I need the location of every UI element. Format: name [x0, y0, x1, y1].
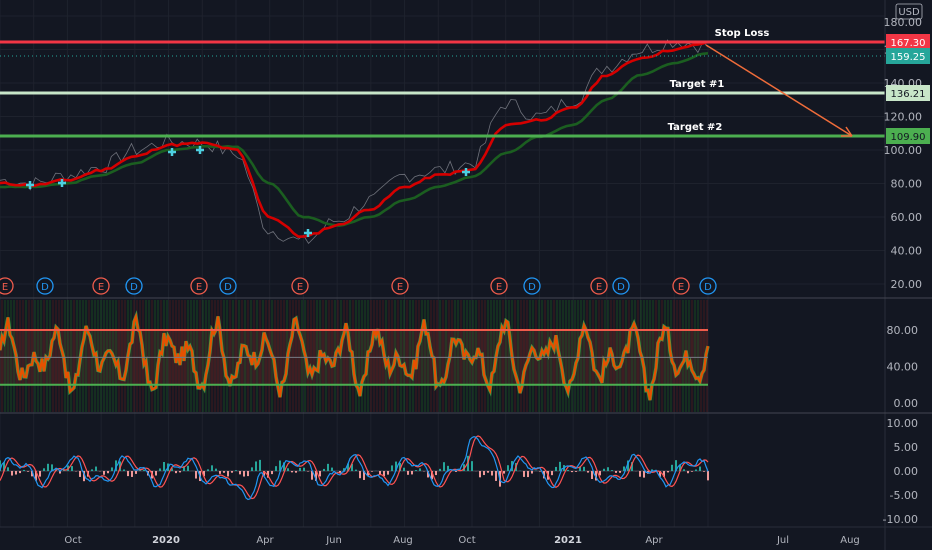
- price-tag-box[interactable]: [886, 85, 930, 101]
- forecast-arrowhead: [841, 126, 853, 137]
- currency-label: USD: [898, 7, 920, 18]
- earnings-marker-label: E: [98, 282, 104, 293]
- earnings-marker-label: E: [596, 282, 602, 293]
- dividend-marker-label: D: [41, 282, 49, 293]
- price-candles-series: [0, 39, 709, 245]
- price-pane[interactable]: Stop Loss Target #1 Target #2 E D E D E D E E E D E D E…: [0, 0, 885, 527]
- macd-axis-tick: 5.00: [894, 441, 919, 454]
- time-axis-tick: Apr: [256, 535, 274, 546]
- dividend-marker-label: D: [528, 282, 536, 293]
- price-tag-value: 159.25: [891, 52, 926, 63]
- stochastic-axis-tick: 80.00: [887, 324, 919, 337]
- dividend-marker[interactable]: [36, 277, 54, 295]
- crossover-marker: [196, 146, 204, 154]
- stochastic-pane[interactable]: [0, 300, 710, 412]
- dividend-marker[interactable]: [523, 277, 541, 295]
- time-axis-tick: Jun: [325, 535, 342, 546]
- level-label-2: Target #1: [670, 79, 725, 90]
- dividend-marker[interactable]: [699, 277, 717, 295]
- crossover-marker: [462, 168, 470, 176]
- earnings-marker[interactable]: [190, 277, 208, 295]
- slow-moving-average-line: [0, 52, 709, 228]
- price-axis-tick: 80.00: [891, 178, 923, 191]
- level-label-3: Target #2: [668, 122, 723, 133]
- price-tag-value: 167.30: [891, 38, 926, 49]
- price-tag-value: 136.21: [891, 89, 926, 100]
- earnings-marker[interactable]: [291, 277, 309, 295]
- earnings-marker-label: E: [397, 282, 403, 293]
- price-tag-box[interactable]: [886, 128, 930, 144]
- price-axis-tick: 120.00: [884, 111, 923, 124]
- macd-axis-tick: 10.00: [887, 417, 919, 430]
- time-axis-tick: Jul: [776, 535, 789, 546]
- price-tag-box[interactable]: [886, 34, 930, 50]
- earnings-marker-label: E: [496, 282, 502, 293]
- dividend-marker[interactable]: [612, 277, 630, 295]
- fast-moving-average-line: [0, 40, 709, 239]
- price-tag-value: 109.90: [891, 132, 926, 143]
- earnings-marker[interactable]: [590, 277, 608, 295]
- dividend-marker-label: D: [224, 282, 232, 293]
- earnings-marker-label: E: [2, 282, 8, 293]
- level-label-1: Stop Loss: [715, 28, 770, 39]
- earnings-marker-label: E: [678, 282, 684, 293]
- earnings-marker-label: E: [196, 282, 202, 293]
- earnings-marker[interactable]: [92, 277, 110, 295]
- earnings-marker-label: E: [297, 282, 303, 293]
- forecast-arrow[interactable]: [705, 44, 853, 137]
- time-axis-tick: Oct: [458, 535, 475, 546]
- crossover-marker: [58, 179, 66, 187]
- time-axis-tick: 2020: [152, 535, 180, 546]
- dividend-marker-label: D: [617, 282, 625, 293]
- macd-axis-tick: -5.00: [890, 489, 918, 502]
- macd-pane[interactable]: [0, 435, 709, 501]
- crossover-marker: [304, 229, 312, 237]
- time-axis-tick: Aug: [840, 535, 860, 546]
- dividend-marker[interactable]: [125, 277, 143, 295]
- price-axis-tick: 180.00: [884, 16, 923, 29]
- price-tag-box[interactable]: [886, 48, 930, 64]
- earnings-marker[interactable]: [0, 277, 14, 295]
- stochastic-axis-tick: 40.00: [887, 361, 919, 374]
- price-axis-tick: 20.00: [891, 278, 923, 291]
- time-axis-tick: 2021: [554, 535, 582, 546]
- price-axis-tick: 40.00: [891, 245, 923, 258]
- earnings-marker[interactable]: [672, 277, 690, 295]
- earnings-marker[interactable]: [490, 277, 508, 295]
- macd-axis-tick: -10.00: [883, 513, 918, 526]
- macd-axis-tick: 0.00: [894, 465, 919, 478]
- time-axis-tick: Aug: [393, 535, 413, 546]
- dividend-marker-label: D: [704, 282, 712, 293]
- macd-line: [0, 436, 709, 501]
- crossover-marker: [168, 148, 176, 156]
- dividend-marker-label: D: [130, 282, 138, 293]
- stochastic-axis-tick: 0.00: [894, 397, 919, 410]
- macd-signal-line: [0, 435, 709, 500]
- crossover-marker: [26, 181, 34, 189]
- currency-box[interactable]: [895, 3, 923, 20]
- time-axis-tick: Apr: [645, 535, 663, 546]
- price-axis-tick: 60.00: [891, 211, 923, 224]
- time-axis-tick: Oct: [64, 535, 81, 546]
- stochastic-d-line: [0, 312, 710, 401]
- price-axis-tick: 100.00: [884, 144, 923, 157]
- dividend-marker[interactable]: [219, 277, 237, 295]
- earnings-marker[interactable]: [391, 277, 409, 295]
